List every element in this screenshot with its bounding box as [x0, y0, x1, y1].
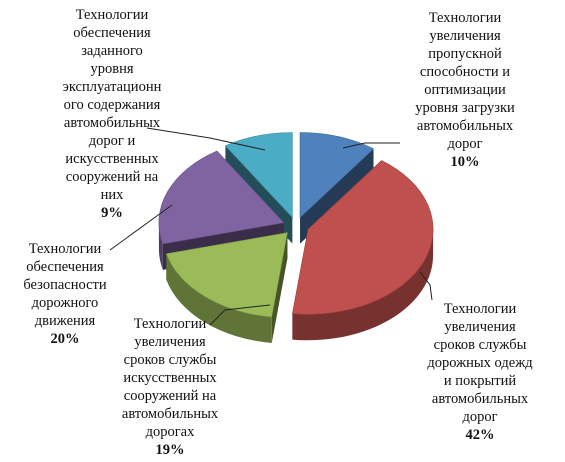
- slice-label-text-3: дорожного: [31, 295, 99, 311]
- slice-label-text-0: оптимизации: [424, 82, 506, 98]
- slice-label-text-0: Технологии: [428, 10, 502, 26]
- leader-lines: [109, 127, 433, 326]
- slice-label-text-3: обеспечения: [26, 259, 104, 275]
- leader-line-3: [109, 204, 173, 251]
- leader-line-4: [146, 127, 266, 151]
- slice-label-text-4: эксплуатационн: [62, 79, 162, 95]
- slice-label-text-0: пропускной: [428, 46, 502, 62]
- slice-label-text-4: ого содержания: [63, 97, 161, 113]
- slice-label-0: Технологии увеличения пропускной способн…: [375, 9, 555, 171]
- slice-pct-4: 9%: [101, 205, 123, 221]
- slice-label-text-4: сооружений на: [65, 169, 159, 185]
- slice-label-text-1: сроков службы: [433, 337, 527, 353]
- slice-label-text-4: искусственных: [65, 151, 159, 167]
- slice-label-text-4: заданного: [81, 43, 143, 59]
- slice-pct-2: 19%: [155, 442, 185, 458]
- slice-label-text-0: автомобильных: [416, 118, 514, 134]
- slice-label-text-1: дорожных одежд: [427, 355, 533, 371]
- slice-label-text-0: уровня загрузки: [415, 100, 515, 116]
- slice-label-text-1: автомобильных: [431, 391, 529, 407]
- slice-label-text-2: искусственных: [123, 370, 217, 386]
- pie-slice-1: [292, 160, 434, 315]
- slice-label-text-0: способности и: [419, 64, 511, 80]
- slice-label-text-2: сооружений на: [123, 388, 217, 404]
- slice-pct-1: 42%: [465, 427, 495, 443]
- pie-slice-side: [292, 229, 434, 341]
- slice-label-text-0: дорог: [447, 136, 483, 152]
- leader-line-0: [342, 142, 400, 149]
- slice-label-2: Технологии увеличения сроков службы иску…: [100, 315, 240, 459]
- slice-label-text-2: дорогах: [145, 424, 195, 440]
- leader-line-2: [209, 304, 271, 326]
- pie-slice-wall: [271, 232, 288, 343]
- slice-label-text-3: безопасности: [23, 277, 107, 293]
- slice-label-text-1: увеличения: [444, 319, 516, 335]
- pie-slice-2: [165, 232, 288, 318]
- slice-label-text-4: дорог и: [88, 133, 136, 149]
- slice-pct-0: 10%: [450, 154, 480, 170]
- pie-slice-0: [299, 132, 375, 219]
- slice-label-text-4: уровня: [90, 61, 134, 77]
- pie-slice-side: [166, 253, 272, 343]
- slice-label-text-1: Технологии: [443, 301, 517, 317]
- slice-pct-3: 20%: [50, 331, 80, 347]
- slice-label-1: Технологии увеличения сроков службы доро…: [405, 300, 555, 444]
- slice-label-text-2: увеличения: [134, 334, 206, 350]
- slice-label-text-4: обеспечения: [73, 25, 151, 41]
- pie-tops: [158, 132, 434, 318]
- slice-label-text-4: автомобильных: [63, 115, 161, 131]
- slice-label-text-4: них: [100, 187, 124, 203]
- pie-slice-3: [158, 150, 285, 245]
- pie-slice-4: [224, 132, 293, 219]
- slice-label-4: Технологии обеспечения заданного уровня …: [42, 6, 182, 222]
- slice-label-text-1: дорог: [462, 409, 498, 425]
- slice-label-text-2: сроков службы: [123, 352, 217, 368]
- leader-line-1: [419, 271, 433, 301]
- slice-label-text-2: Технологии: [133, 316, 207, 332]
- slice-label-text-3: Технологии: [28, 241, 102, 257]
- slice-label-text-2: автомобильных: [121, 406, 219, 422]
- slice-label-text-1: и покрытий: [443, 373, 517, 389]
- slice-label-text-3: движения: [34, 313, 96, 329]
- slice-label-text-4: Технологии: [75, 7, 149, 23]
- slice-label-text-0: увеличения: [429, 28, 501, 44]
- slice-label-3: Технологии обеспечения безопасности доро…: [10, 240, 120, 348]
